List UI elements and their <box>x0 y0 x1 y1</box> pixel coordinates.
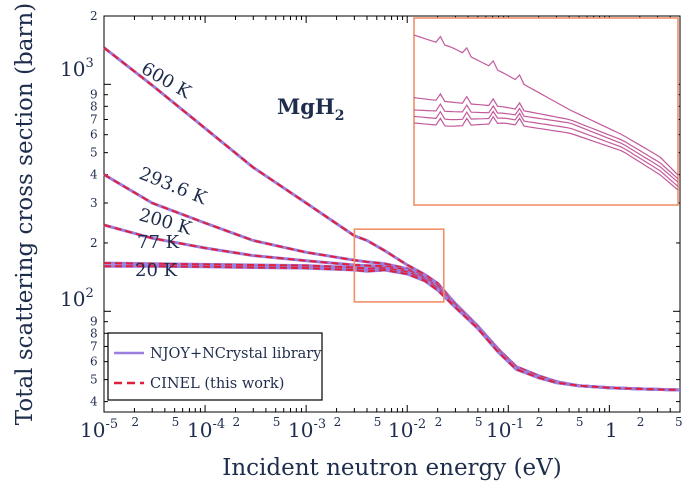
y-axis-label: Total scattering cross section (barn) <box>12 3 38 425</box>
y-minor-tick-label: 8 <box>90 326 98 340</box>
material-label: MgH2 <box>277 94 345 124</box>
x-tick-base-1e-1: 10 <box>486 418 511 442</box>
y-minor-tick-label: 7 <box>90 339 98 353</box>
x-tick-base-1e-5: 10 <box>80 418 105 442</box>
x-minor-tick-label: 5 <box>273 415 281 429</box>
y-minor-tick-label: 8 <box>90 99 98 113</box>
material-name: MgH <box>277 94 335 119</box>
x-tick-exp-1e-5: -5 <box>105 417 118 432</box>
x-minor-tick-label: 2 <box>232 415 240 429</box>
y-tick-label-100: 102 <box>60 286 94 311</box>
inset-series-line <box>413 115 679 191</box>
x-tick-base-1e-2: 10 <box>388 418 413 442</box>
y-minor-tick-label: 3 <box>90 196 98 210</box>
x-minor-tick-label: 5 <box>374 415 382 429</box>
y-minor-tick-label: 4 <box>90 395 98 409</box>
x-axis-label: Incident neutron energy (eV) <box>222 455 562 481</box>
x-tick-label-1e-5: 10-5 <box>80 417 118 442</box>
x-minor-tick-label: 5 <box>475 415 483 429</box>
x-minor-tick-label: 2 <box>131 415 139 429</box>
legend: NJOY+NCrystal library CINEL (this work) <box>107 332 323 401</box>
x-minor-tick-label: 2 <box>536 415 544 429</box>
y-minor-tick-label: 7 <box>90 112 98 126</box>
legend-box <box>107 332 323 401</box>
x-tick-exp-1e-4: -4 <box>212 417 225 432</box>
y-tick-exp-1000: 3 <box>85 56 93 71</box>
y-tick-exp-100: 2 <box>85 286 93 301</box>
y-minor-tick-label: 5 <box>90 373 98 387</box>
x-tick-base-1e-4: 10 <box>187 418 212 442</box>
x-tick-exp-1e-1: -1 <box>511 417 524 432</box>
x-minor-tick-label: 2 <box>334 415 342 429</box>
x-tick-label-1e-4: 10-4 <box>187 417 225 442</box>
x-tick-label-1e-2: 10-2 <box>388 417 426 442</box>
x-tick-label-1: 1 <box>605 418 618 442</box>
y-tick-base-1000: 10 <box>60 57 85 81</box>
x-minor-tick-label: 5 <box>172 415 180 429</box>
x-minor-tick-label: 2 <box>435 415 443 429</box>
inset-series-line <box>413 34 679 176</box>
x-minor-tick-label: 5 <box>675 415 683 429</box>
temp-label-20: 20 K <box>135 260 178 281</box>
y-minor-tick-label: 4 <box>90 168 98 182</box>
y-minor-tick-label: 9 <box>90 88 98 102</box>
inset-region-box <box>353 228 445 303</box>
x-tick-exp-1e-3: -3 <box>313 417 326 432</box>
x-tick-label-1e-3: 10-3 <box>288 417 326 442</box>
temp-label-77: 77 K <box>137 232 180 253</box>
y-minor-tick-label: 2 <box>90 9 98 23</box>
x-tick-exp-1e-2: -2 <box>413 417 426 432</box>
x-minor-tick-label: 2 <box>637 415 645 429</box>
y-tick-label-1000: 103 <box>60 56 94 81</box>
legend-label-this-work: CINEL (this work) <box>150 376 284 392</box>
y-tick-base-100: 10 <box>60 287 85 311</box>
x-tick-label-1e-1: 10-1 <box>486 417 524 442</box>
legend-label-reference: NJOY+NCrystal library <box>150 346 322 362</box>
inset-series-line <box>413 102 679 183</box>
material-subscript: 2 <box>335 108 345 124</box>
inset-series <box>413 34 679 191</box>
x-tick-base-1e-3: 10 <box>288 418 313 442</box>
series-line-this-work <box>104 265 681 391</box>
temp-label-293: 293.6 K <box>136 163 210 209</box>
y-minor-tick-label: 5 <box>90 146 98 160</box>
inset-panel <box>413 17 679 206</box>
y-minor-tick-label: 9 <box>90 315 98 329</box>
y-minor-tick-label: 6 <box>90 355 98 369</box>
series-line-this-work <box>103 46 681 391</box>
data-series <box>103 46 681 392</box>
inset-series-line <box>413 110 679 187</box>
inset-series-line <box>413 92 679 180</box>
x-minor-tick-label: 5 <box>576 415 584 429</box>
y-minor-tick-label: 6 <box>90 128 98 142</box>
y-minor-tick-label: 2 <box>90 236 98 250</box>
